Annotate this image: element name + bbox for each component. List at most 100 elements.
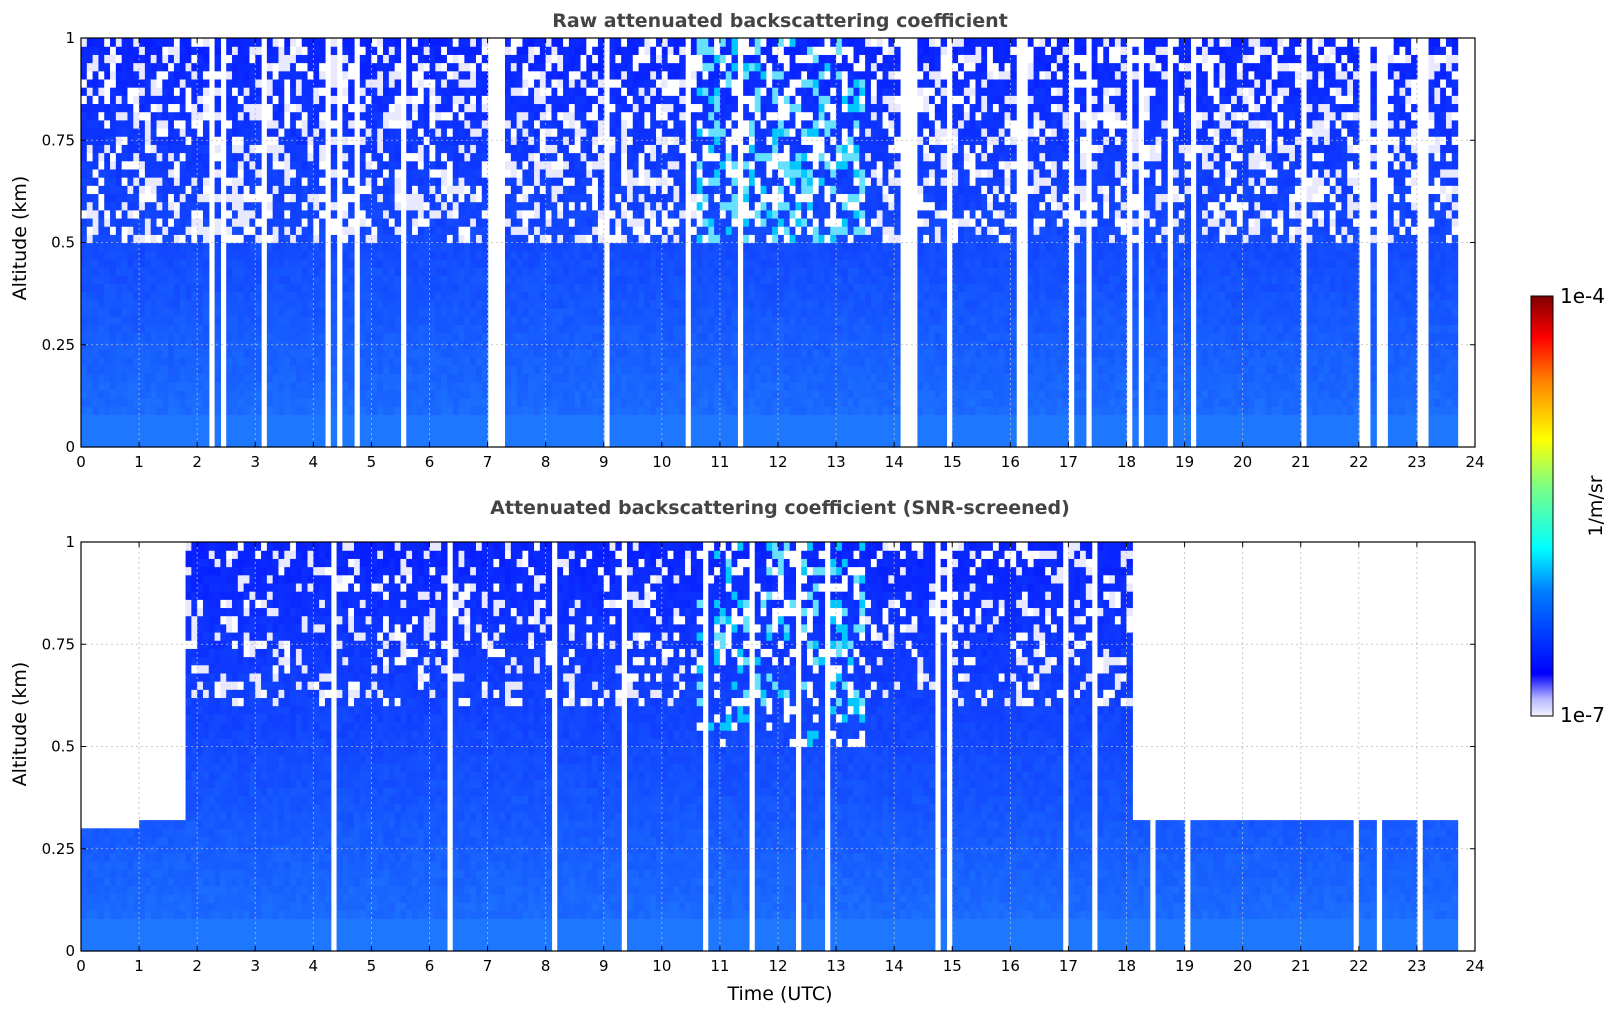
heatmap-cell — [249, 324, 256, 334]
heatmap-cell — [98, 201, 105, 211]
heatmap-cell — [81, 87, 88, 96]
heatmap-cell — [522, 357, 529, 366]
heatmap-cell — [115, 234, 123, 244]
heatmap-cell — [708, 397, 715, 407]
heatmap-cell — [528, 324, 535, 334]
heatmap-cell — [243, 414, 251, 424]
heatmap-cell — [522, 209, 529, 219]
heatmap-cell — [597, 46, 605, 55]
heatmap-cell — [295, 357, 303, 366]
heatmap-cell — [510, 87, 518, 96]
heatmap-cell — [429, 234, 436, 244]
heatmap-cell — [539, 406, 547, 415]
heatmap-cell — [615, 54, 622, 64]
heatmap-cell — [144, 152, 152, 162]
heatmap-cell — [475, 406, 483, 415]
heatmap-cell — [650, 373, 657, 383]
heatmap-cell — [255, 70, 262, 80]
heatmap-cell — [92, 177, 100, 186]
heatmap-cell — [295, 62, 303, 72]
heatmap-cell — [284, 70, 291, 80]
heatmap-cell — [284, 119, 291, 129]
heatmap-cell — [615, 70, 622, 80]
heatmap-cell — [534, 54, 541, 64]
heatmap-cell — [313, 70, 320, 80]
heatmap-cell — [156, 438, 163, 448]
heatmap-cell — [150, 234, 158, 244]
heatmap-cell — [319, 332, 326, 342]
heatmap-cell — [156, 103, 163, 113]
heatmap-cell — [417, 87, 425, 96]
heatmap-cell — [656, 299, 663, 309]
heatmap-cell — [714, 438, 721, 448]
heatmap-cell — [650, 136, 657, 145]
heatmap-cell — [121, 357, 129, 366]
heatmap-cell — [632, 226, 640, 235]
heatmap-cell — [81, 46, 88, 55]
heatmap-cell — [121, 78, 129, 88]
heatmap-cell — [290, 193, 297, 203]
heatmap-cell — [290, 119, 297, 129]
heatmap-cell — [505, 103, 512, 113]
heatmap-cell — [632, 193, 640, 203]
heatmap-cell — [179, 389, 187, 399]
heatmap-cell — [406, 201, 413, 211]
heatmap-cell — [272, 87, 280, 96]
heatmap-cell — [394, 38, 402, 47]
heatmap-cell — [330, 185, 338, 195]
heatmap-cell — [441, 119, 448, 129]
heatmap-cell — [435, 103, 442, 113]
heatmap-cell — [179, 324, 187, 334]
heatmap-cell — [696, 103, 704, 113]
heatmap-cell — [342, 373, 349, 383]
heatmap-cell — [435, 430, 442, 440]
heatmap-cell — [470, 299, 477, 309]
heatmap-cell — [266, 430, 274, 440]
heatmap-cell — [266, 357, 274, 366]
heatmap-cell — [388, 144, 396, 154]
heatmap-cell — [516, 397, 524, 407]
heatmap-cell — [290, 258, 297, 268]
heatmap-cell — [365, 103, 373, 113]
heatmap-cell — [301, 275, 309, 284]
heatmap-cell — [719, 234, 727, 244]
heatmap-cell — [156, 291, 163, 301]
heatmap-cell — [197, 267, 204, 276]
heatmap-cell — [719, 307, 727, 317]
heatmap-cell — [173, 348, 181, 358]
heatmap-cell — [592, 152, 599, 162]
heatmap-cell — [441, 397, 448, 407]
heatmap-cell — [168, 177, 175, 186]
heatmap-cell — [621, 38, 628, 47]
heatmap-cell — [319, 365, 326, 374]
heatmap-cell — [307, 397, 314, 407]
heatmap-cell — [284, 54, 291, 64]
heatmap-cell — [377, 127, 384, 137]
heatmap-cell — [295, 70, 303, 80]
heatmap-cell — [412, 201, 419, 211]
heatmap-cell — [644, 316, 651, 325]
heatmap-cell — [394, 438, 402, 448]
heatmap-cell — [586, 226, 593, 235]
heatmap-cell — [86, 160, 94, 170]
heatmap-cell — [441, 103, 448, 113]
heatmap-cell — [505, 242, 512, 252]
heatmap-cell — [522, 381, 529, 391]
heatmap-cell — [365, 381, 373, 391]
heatmap-cell — [168, 365, 175, 374]
heatmap-cell — [383, 62, 390, 72]
heatmap-cell — [656, 185, 663, 195]
heatmap-cell — [528, 357, 535, 366]
heatmap-cell — [725, 365, 733, 374]
heatmap-cell — [104, 348, 111, 358]
heatmap-cell — [255, 316, 262, 325]
heatmap-cell — [86, 250, 94, 260]
heatmap-cell — [574, 332, 582, 342]
heatmap-cell — [295, 275, 303, 284]
heatmap-cell — [708, 209, 715, 219]
heatmap-cell — [458, 119, 465, 129]
heatmap-cell — [290, 127, 297, 137]
heatmap-cell — [568, 324, 576, 334]
heatmap-cell — [586, 54, 593, 64]
heatmap-cell — [516, 185, 524, 195]
